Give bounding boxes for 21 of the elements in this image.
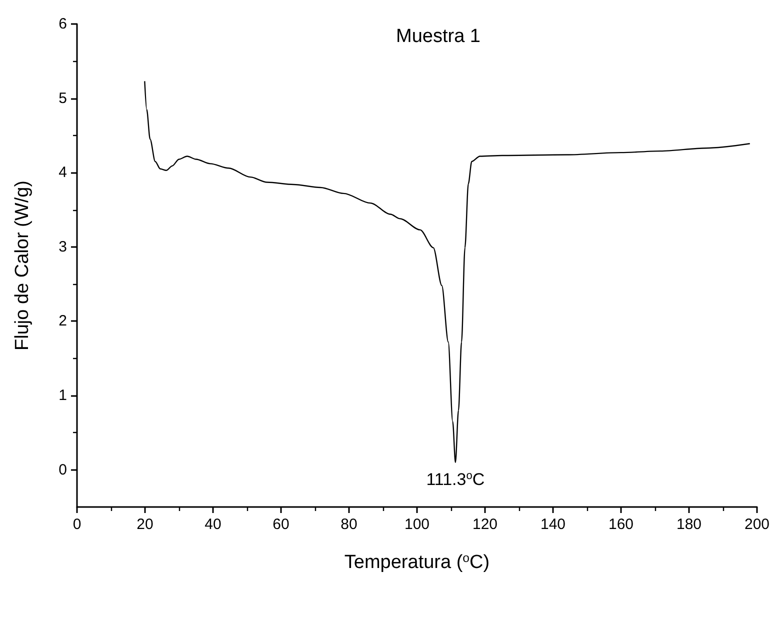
- y-tick-label: 4: [58, 164, 67, 182]
- x-tick-label: 60: [272, 516, 290, 533]
- y-axis-title: Flujo de Calor (W/g): [12, 180, 33, 350]
- x-tick-label: 200: [744, 516, 770, 533]
- line-series: [144, 80, 750, 464]
- x-tick-label: 100: [404, 516, 430, 533]
- chart-title: Muestra 1: [396, 26, 480, 47]
- y-tick-label: 2: [58, 312, 67, 330]
- y-tick-label: 6: [58, 16, 67, 32]
- x-tick-label: 0: [72, 516, 82, 533]
- x-tick-label: 180: [676, 516, 702, 533]
- x-tick-label: 40: [204, 516, 222, 533]
- y-tick-label: 0: [58, 461, 67, 478]
- y-tick-label: 3: [58, 238, 67, 256]
- x-tick-label: 140: [540, 516, 566, 533]
- x-tick-label: 160: [608, 516, 634, 533]
- y-tick-label: 5: [58, 90, 67, 107]
- x-tick-label: 20: [136, 516, 154, 533]
- y-tick-label: 1: [58, 387, 67, 404]
- x-tick-label: 120: [472, 516, 498, 533]
- x-tick-label: 80: [340, 516, 358, 533]
